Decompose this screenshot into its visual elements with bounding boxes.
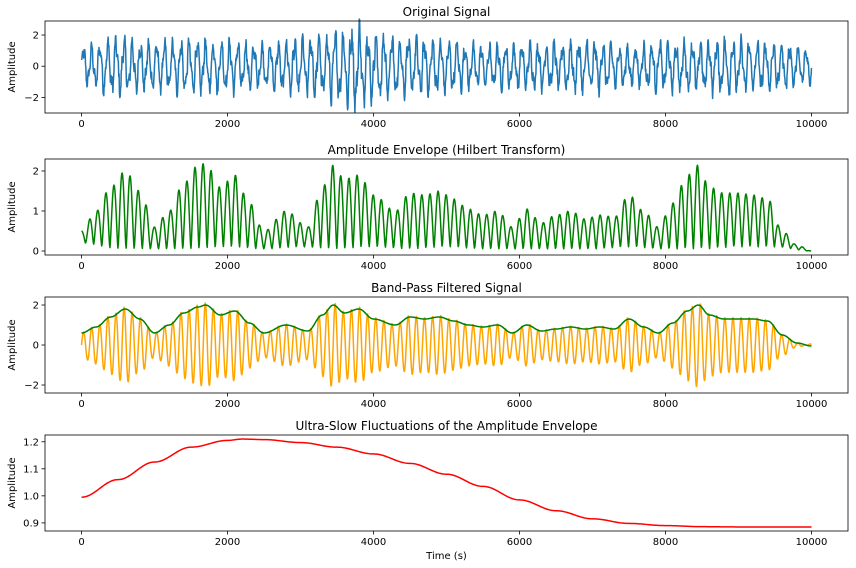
- series-line-0-0: [80, 18, 813, 114]
- subplot-band-pass-filtered: 0 2000 4000 6000 8000 10000 −2 0 2 Band-Pass Filt…: [7, 281, 849, 410]
- y-tick-label: 2: [33, 301, 39, 312]
- y-tick-label: 0: [33, 62, 39, 73]
- x-tick-label: 4000: [361, 399, 386, 410]
- x-tick-label: 10000: [796, 261, 828, 272]
- x-tick-label: 4000: [361, 119, 386, 130]
- y-tick-label: 2: [33, 167, 39, 178]
- y-tick-label: −2: [24, 93, 39, 104]
- x-tick-label: 0: [78, 261, 84, 272]
- x-tick-label: 6000: [507, 261, 532, 272]
- axes-frame: [44, 158, 849, 256]
- x-tick-label: 2000: [215, 399, 240, 410]
- x-tick-label: 0: [78, 537, 84, 548]
- y-tick-label: 1.0: [23, 491, 39, 502]
- y-tick-label: 1.1: [23, 464, 39, 475]
- x-tick-label: 4000: [361, 537, 386, 548]
- y-tick-label: 0: [33, 247, 39, 258]
- series-line-2-1: [81, 304, 812, 347]
- x-tick-label: 6000: [507, 399, 532, 410]
- y-tick-label: 0: [33, 341, 39, 352]
- x-tick-label: 4000: [361, 261, 386, 272]
- axes-frame: [44, 434, 849, 532]
- subplot-title: Ultra-Slow Fluctuations of the Amplitude…: [295, 419, 597, 433]
- x-tick-label: 8000: [653, 537, 678, 548]
- x-tick-label: 6000: [507, 537, 532, 548]
- y-tick-label: −2: [24, 381, 39, 392]
- subplot-amplitude-envelope: 0 2000 4000 6000 8000 10000 0 1 2 Amplitude Envel…: [7, 143, 849, 272]
- axes-frame: [44, 20, 849, 114]
- x-tick-label: 6000: [507, 119, 532, 130]
- x-tick-label: 10000: [796, 399, 828, 410]
- y-axis-label: Amplitude: [7, 41, 18, 92]
- x-tick-label: 2000: [215, 261, 240, 272]
- x-tick-label: 8000: [653, 119, 678, 130]
- y-tick-label: 2: [33, 31, 39, 42]
- x-tick-label: 2000: [215, 537, 240, 548]
- subplot-original-signal: 0 2000 4000 6000 8000 10000 −2 0 2 Original Signa…: [7, 5, 849, 130]
- x-tick-label: 2000: [215, 119, 240, 130]
- y-axis-label: Amplitude: [7, 181, 18, 232]
- subplot-title: Original Signal: [403, 5, 491, 19]
- y-axis-label: Amplitude: [7, 319, 18, 370]
- y-axis-label: Amplitude: [7, 457, 18, 508]
- x-tick-label: 10000: [796, 537, 828, 548]
- x-tick-label: 0: [78, 399, 84, 410]
- subplot-title: Band-Pass Filtered Signal: [371, 281, 522, 295]
- y-tick-label: 1: [33, 207, 39, 218]
- y-tick-label: 0.9: [23, 518, 39, 529]
- x-tick-label: 8000: [653, 261, 678, 272]
- x-tick-label: 0: [78, 119, 84, 130]
- subplot-ultra-slow-fluctuations: 0 2000 4000 6000 8000 10000 0.9 1.0 1.1 1.2 Ultra-…: [7, 419, 849, 562]
- y-tick-label: 1.2: [23, 437, 39, 448]
- series-line-1-0: [81, 163, 812, 252]
- x-tick-label: 10000: [796, 119, 828, 130]
- subplot-title: Amplitude Envelope (Hilbert Transform): [328, 143, 566, 157]
- x-tick-label: 8000: [653, 399, 678, 410]
- series-line-3-0: [81, 438, 812, 528]
- series-line-2-0: [80, 302, 812, 388]
- x-axis-label: Time (s): [425, 551, 467, 562]
